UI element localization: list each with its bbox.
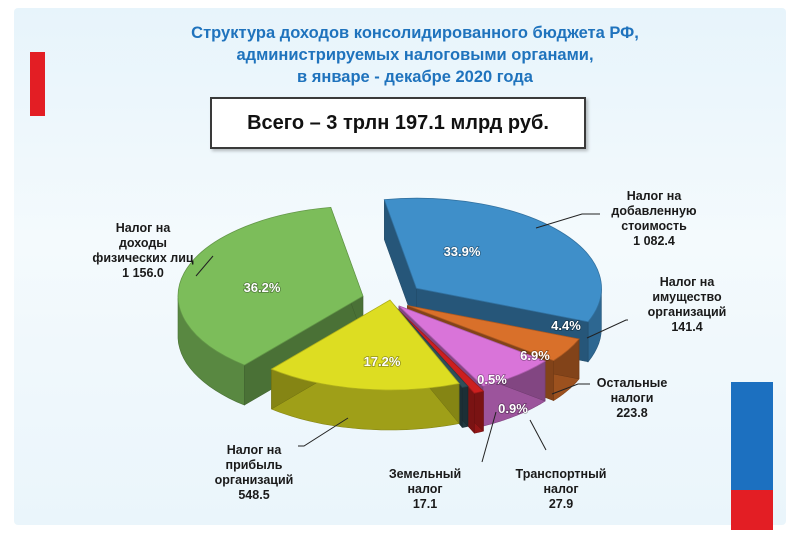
slice-profit-leader-line [298,417,349,447]
slice-ndfl-label-line: физических лиц [92,251,194,265]
slice-other-top [398,305,546,387]
slice-profit-label-line: организаций [215,473,294,487]
slice-transport-leader-line [529,419,547,451]
flag-stripe-blue [731,382,773,490]
flag-stripe-left [30,52,45,116]
slice-profit-percent: 17.2% [364,354,401,369]
slice-property-top [407,305,580,362]
slice-property-label-line: 141.4 [671,320,702,334]
slice-transport-label-line: 27.9 [549,497,573,511]
slice-land-label: Земельный налог 17.1 [389,467,461,511]
slice-ndfl-label-line: доходы [119,236,167,250]
slice-profit-label: Налог на прибыль организаций 548.5 [215,443,294,502]
slice-ndfl-leader-line [195,255,214,277]
slice-ndfl-top [177,206,364,366]
chart-title: Структура доходов консолидированного бюд… [120,22,710,88]
slice-other-label-line: 223.8 [616,406,647,420]
slice-land-percent: 0.5% [477,372,507,387]
slice-profit-label-line: 548.5 [238,488,269,502]
slice-land-label-line: налог [407,482,442,496]
slice-property-percent: 4.4% [551,318,581,333]
chart-title-line-2: администрируемых налоговыми органами, [236,46,594,64]
slice-nds-leader-line [535,213,600,229]
slice-profit-top [270,299,460,391]
flag-stripe-red [731,490,773,530]
slice-transport-percent: 0.9% [498,401,528,416]
slice-nds-label-line: стоимость [621,219,687,233]
total-label: Всего – 3 трлн 197.1 млрд руб. [247,111,549,134]
slice-other-label-line: Остальные [597,376,668,390]
slice-other-leader-line [551,383,590,395]
slice-ndfl-label-line: 1 156.0 [122,266,164,280]
slice-property-label-line: организаций [648,305,727,319]
total-box: Всего – 3 трлн 197.1 млрд руб. [210,97,586,149]
slice-other-label-line: налоги [611,391,654,405]
slice-nds-percent: 33.9% [444,244,481,259]
slice-other-label: Остальные налоги 223.8 [597,376,668,420]
slice-nds-label-line: 1 082.4 [633,234,675,248]
slice-profit-label-line: Налог на [227,443,283,457]
slice-transport-label: Транспортный налог 27.9 [516,467,607,511]
slice-property-label-line: Налог на [660,275,716,289]
chart-title-line-3: в январе - декабре 2020 года [297,68,533,86]
slice-transport-label-line: налог [543,482,578,496]
slice-property-label-line: имущество [652,290,722,304]
slice-ndfl-percent: 36.2% [244,280,281,295]
slice-land-label-line: 17.1 [413,497,437,511]
slice-land-leader-line [481,411,497,463]
slice-ndfl-label-line: Налог на [116,221,172,235]
slice-profit-label-line: прибыль [226,458,283,472]
slice-nds-label-line: Налог на [627,189,683,203]
slice-other-percent: 6.9% [520,348,550,363]
slice-nds-label-line: добавленную [611,204,697,218]
slice-nds-top [383,197,602,323]
slice-land-label-line: Земельный [389,467,461,481]
slice-nds-label: Налог на добавленную стоимость 1 082.4 [611,189,697,248]
slice-property-label: Налог на имущество организаций 141.4 [648,275,727,334]
slice-transport-top [399,310,485,394]
slice-ndfl-label: Налог на доходы физических лиц 1 156.0 [92,221,194,280]
slice-property-leader-line [586,319,628,339]
slice-profit [270,299,460,431]
chart-title-line-1: Структура доходов консолидированного бюд… [191,24,639,42]
slice-land-top [392,303,469,388]
slice-transport-label-line: Транспортный [516,467,607,481]
